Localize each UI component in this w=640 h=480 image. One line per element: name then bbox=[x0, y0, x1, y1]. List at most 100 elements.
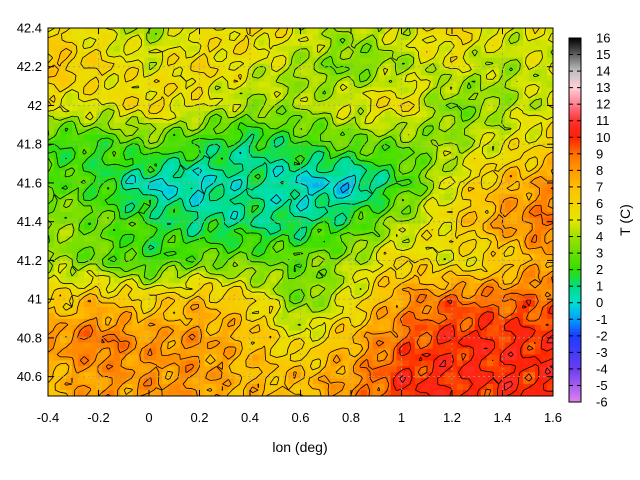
heatmap-cell bbox=[366, 212, 374, 219]
heatmap-cell bbox=[438, 330, 446, 338]
heatmap-cell bbox=[474, 99, 482, 106]
heatmap-cell bbox=[420, 354, 428, 361]
heatmap-cell bbox=[474, 194, 482, 201]
heatmap-cell bbox=[372, 235, 380, 243]
heatmap-cell bbox=[210, 51, 217, 59]
heatmap-cell bbox=[60, 241, 67, 249]
heatmap-cell bbox=[264, 152, 272, 160]
heatmap-cell bbox=[174, 87, 181, 94]
heatmap-cell bbox=[270, 99, 278, 106]
heatmap-cell bbox=[498, 87, 506, 94]
heatmap-cell bbox=[312, 372, 320, 379]
heatmap-cell bbox=[516, 188, 524, 195]
heatmap-cell bbox=[102, 182, 109, 189]
heatmap-cell bbox=[402, 158, 410, 166]
heatmap-cell bbox=[396, 93, 404, 100]
heatmap-cell bbox=[234, 217, 241, 225]
heatmap-cell bbox=[336, 241, 344, 249]
heatmap-cell bbox=[528, 45, 536, 53]
heatmap-cell bbox=[222, 212, 229, 219]
heatmap-cell bbox=[414, 28, 422, 35]
heatmap-cell bbox=[102, 366, 109, 373]
heatmap-cell bbox=[84, 128, 91, 136]
heatmap-cell bbox=[432, 87, 440, 94]
heatmap-cell bbox=[354, 348, 362, 356]
heatmap-cell bbox=[324, 277, 332, 284]
heatmap-cell bbox=[528, 152, 536, 160]
heatmap-cell bbox=[480, 277, 488, 284]
heatmap-cell bbox=[144, 348, 151, 356]
heatmap-cell bbox=[504, 301, 512, 308]
heatmap-cell bbox=[426, 51, 434, 59]
heatmap-cell bbox=[408, 360, 416, 367]
heatmap-cell bbox=[546, 253, 553, 261]
heatmap-cell bbox=[276, 39, 284, 47]
heatmap-cell bbox=[300, 241, 308, 249]
heatmap-cell bbox=[222, 140, 229, 148]
heatmap-cell bbox=[468, 39, 476, 47]
heatmap-cell bbox=[468, 45, 476, 53]
heatmap-cell bbox=[78, 188, 85, 195]
heatmap-cell bbox=[408, 342, 416, 350]
heatmap-cell bbox=[228, 289, 235, 296]
heatmap-cell bbox=[120, 330, 127, 338]
heatmap-cell bbox=[126, 336, 133, 344]
heatmap-cell bbox=[306, 229, 314, 237]
heatmap-cell bbox=[156, 271, 163, 278]
heatmap-cell bbox=[516, 271, 524, 278]
heatmap-cell bbox=[540, 105, 548, 112]
heatmap-cell bbox=[108, 360, 115, 367]
heatmap-cell bbox=[54, 206, 61, 213]
heatmap-cell bbox=[534, 301, 542, 308]
heatmap-cell bbox=[120, 117, 127, 124]
heatmap-cell bbox=[522, 152, 530, 160]
heatmap-cell bbox=[480, 253, 488, 261]
heatmap-cell bbox=[492, 283, 500, 290]
heatmap-cell bbox=[174, 200, 181, 207]
heatmap-cell bbox=[192, 336, 199, 344]
heatmap-cell bbox=[294, 253, 302, 261]
heatmap-cell bbox=[276, 223, 284, 231]
heatmap-cell bbox=[318, 158, 326, 166]
heatmap-cell bbox=[84, 69, 91, 77]
heatmap-cell bbox=[252, 360, 260, 367]
heatmap-cell bbox=[408, 318, 416, 326]
heatmap-cell bbox=[234, 247, 241, 255]
heatmap-cell bbox=[162, 217, 169, 225]
heatmap-cell bbox=[324, 182, 332, 189]
heatmap-cell bbox=[264, 134, 272, 142]
heatmap-cell bbox=[324, 105, 332, 112]
heatmap-cell bbox=[444, 241, 452, 249]
heatmap-cell bbox=[504, 336, 512, 344]
heatmap-cell bbox=[456, 188, 464, 195]
heatmap-cell bbox=[192, 87, 199, 94]
heatmap-cell bbox=[468, 87, 476, 94]
heatmap-cell bbox=[228, 372, 235, 379]
heatmap-cell bbox=[522, 330, 530, 338]
heatmap-cell bbox=[186, 122, 193, 130]
heatmap-cell bbox=[396, 200, 404, 207]
heatmap-cell bbox=[480, 111, 488, 118]
heatmap-cell bbox=[360, 306, 368, 314]
heatmap-cell bbox=[426, 336, 434, 344]
heatmap-cell bbox=[48, 39, 55, 47]
heatmap-cell bbox=[258, 277, 266, 284]
heatmap-cell bbox=[390, 39, 398, 47]
heatmap-cell bbox=[126, 223, 133, 231]
heatmap-cell bbox=[156, 247, 163, 255]
heatmap-cell bbox=[138, 312, 145, 320]
heatmap-cell bbox=[276, 69, 284, 77]
heatmap-cell bbox=[432, 217, 440, 225]
heatmap-cell bbox=[204, 128, 211, 136]
heatmap-cell bbox=[144, 212, 151, 219]
heatmap-cell bbox=[150, 188, 157, 195]
heatmap-cell bbox=[300, 111, 308, 118]
heatmap-cell bbox=[312, 105, 320, 112]
heatmap-cell bbox=[474, 360, 482, 367]
heatmap-cell bbox=[102, 348, 109, 356]
heatmap-cell bbox=[324, 241, 332, 249]
heatmap-cell bbox=[282, 176, 290, 183]
heatmap-cell bbox=[336, 87, 344, 94]
heatmap-cell bbox=[504, 176, 512, 183]
heatmap-cell bbox=[528, 170, 536, 177]
